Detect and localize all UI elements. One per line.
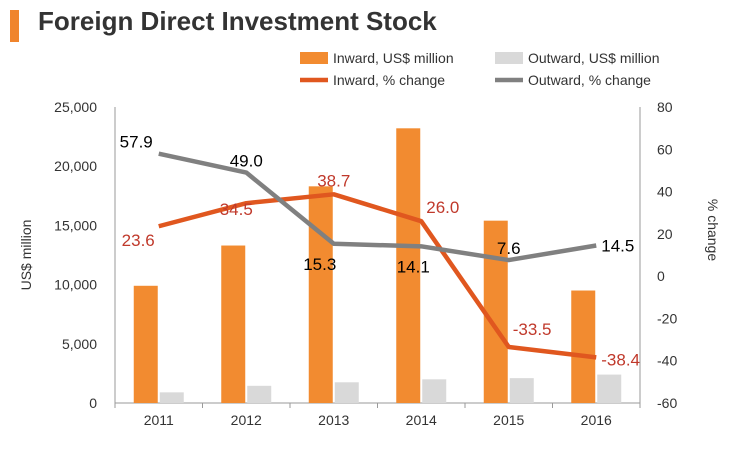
y-right-tick-label: -20 xyxy=(657,310,677,326)
title-accent-bar xyxy=(10,10,19,42)
outward-bar xyxy=(509,378,534,403)
legend-outward-bar-swatch xyxy=(495,52,523,64)
x-tick-label: 2013 xyxy=(318,412,349,428)
y-right-tick-label: -40 xyxy=(657,353,677,369)
x-tick-label: 2016 xyxy=(581,412,612,428)
legend-label: Inward, % change xyxy=(333,72,445,88)
x-tick-label: 2014 xyxy=(406,412,437,428)
outward-bar xyxy=(422,379,447,403)
inward-change-line xyxy=(158,192,597,360)
inward-bar xyxy=(221,245,246,403)
y-right-axis-title: % change xyxy=(705,199,721,261)
y-left-tick-label: 0 xyxy=(89,395,97,411)
y-right-tick-label: 60 xyxy=(657,141,673,157)
inward-change-data-label: 34.5 xyxy=(220,200,253,219)
legend-inward-bar-swatch xyxy=(300,52,328,64)
outward-change-data-label: 14.5 xyxy=(601,236,634,255)
y-left-tick-label: 25,000 xyxy=(54,99,97,115)
inward-change-data-label: 38.7 xyxy=(317,171,350,190)
inward-change-data-label: -33.5 xyxy=(513,320,552,339)
y-left-tick-label: 5,000 xyxy=(62,336,97,352)
y-right-tick-label: -60 xyxy=(657,395,677,411)
outward-bar xyxy=(247,385,272,403)
outward-change-line xyxy=(158,151,597,263)
outward-change-data-label: 49.0 xyxy=(230,152,263,171)
y-left-tick-label: 20,000 xyxy=(54,158,97,174)
y-right-tick-label: 40 xyxy=(657,184,673,200)
inward-change-data-label: -38.4 xyxy=(601,350,640,369)
legend-label: Outward, % change xyxy=(528,72,651,88)
inward-bar xyxy=(571,290,596,403)
y-left-tick-label: 15,000 xyxy=(54,217,97,233)
y-right-tick-label: 0 xyxy=(657,268,665,284)
inward-change-data-label: 26.0 xyxy=(426,198,459,217)
inward-bar xyxy=(483,220,508,403)
outward-change-data-label: 57.9 xyxy=(120,133,153,152)
legend-label: Inward, US$ million xyxy=(333,50,454,66)
x-tick-label: 2015 xyxy=(493,412,524,428)
x-tick-label: 2012 xyxy=(231,412,262,428)
inward-bar xyxy=(308,186,333,403)
outward-change-data-label: 14.1 xyxy=(397,257,430,276)
outward-change-data-label: 15.3 xyxy=(303,255,336,274)
y-left-tick-label: 10,000 xyxy=(54,277,97,293)
outward-bar xyxy=(597,374,622,403)
x-tick-label: 2011 xyxy=(144,412,174,428)
outward-bar xyxy=(159,392,184,403)
legend-label: Outward, US$ million xyxy=(528,50,660,66)
y-right-tick-label: 80 xyxy=(657,99,673,115)
inward-change-data-label: 23.6 xyxy=(122,231,155,250)
outward-bar xyxy=(334,382,359,403)
chart-title: Foreign Direct Investment Stock xyxy=(38,6,437,36)
y-right-tick-label: 20 xyxy=(657,226,673,242)
inward-bar xyxy=(133,285,158,403)
outward-change-data-label: 7.6 xyxy=(497,239,521,258)
y-left-axis-title: US$ million xyxy=(18,220,34,291)
inward-bar xyxy=(396,128,421,403)
